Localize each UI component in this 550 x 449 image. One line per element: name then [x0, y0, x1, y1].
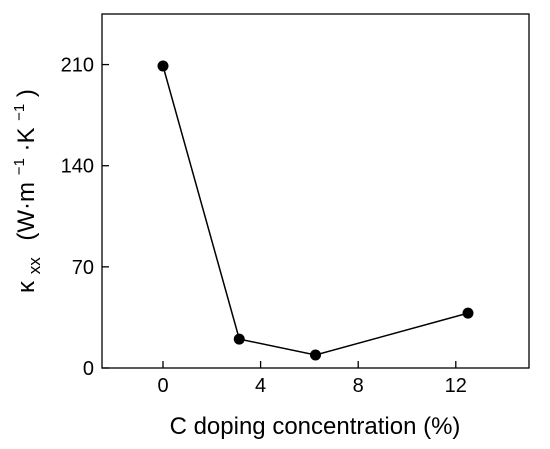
- data-point: [233, 333, 245, 345]
- axis-ticks: 0 4 8 12 0 70 140 210: [61, 55, 467, 397]
- data-point: [310, 349, 321, 361]
- plot-frame: [101, 13, 530, 369]
- data-point: [157, 60, 169, 72]
- x-tick-label: 4: [255, 375, 266, 397]
- y-axis-symbol: κ: [13, 280, 40, 293]
- series-line: [162, 65, 469, 356]
- y-axis-label: κ xx (W·m −1 ·K −1 ): [3, 89, 46, 293]
- x-axis-label: C doping concentration (%): [170, 413, 461, 440]
- data-point: [462, 307, 474, 319]
- y-axis-subscript: xx: [25, 257, 44, 275]
- y-axis-units-suffix: ): [13, 89, 40, 97]
- series-layer: [162, 65, 469, 356]
- y-axis-units-prefix: (W·m: [13, 182, 40, 241]
- y-axis-exponent-1: −1: [11, 158, 28, 175]
- y-tick-label: 210: [61, 55, 94, 77]
- y-axis-units-mid: ·K: [13, 128, 40, 152]
- x-tick-label: 8: [353, 375, 364, 397]
- y-tick-label: 70: [72, 257, 94, 279]
- x-tick-label: 12: [445, 375, 467, 397]
- y-axis-exponent-2: −1: [11, 104, 28, 121]
- y-tick-label: 140: [61, 156, 94, 178]
- x-tick-label: 0: [157, 375, 168, 397]
- y-tick-label: 0: [83, 358, 94, 380]
- data-points: [157, 60, 474, 361]
